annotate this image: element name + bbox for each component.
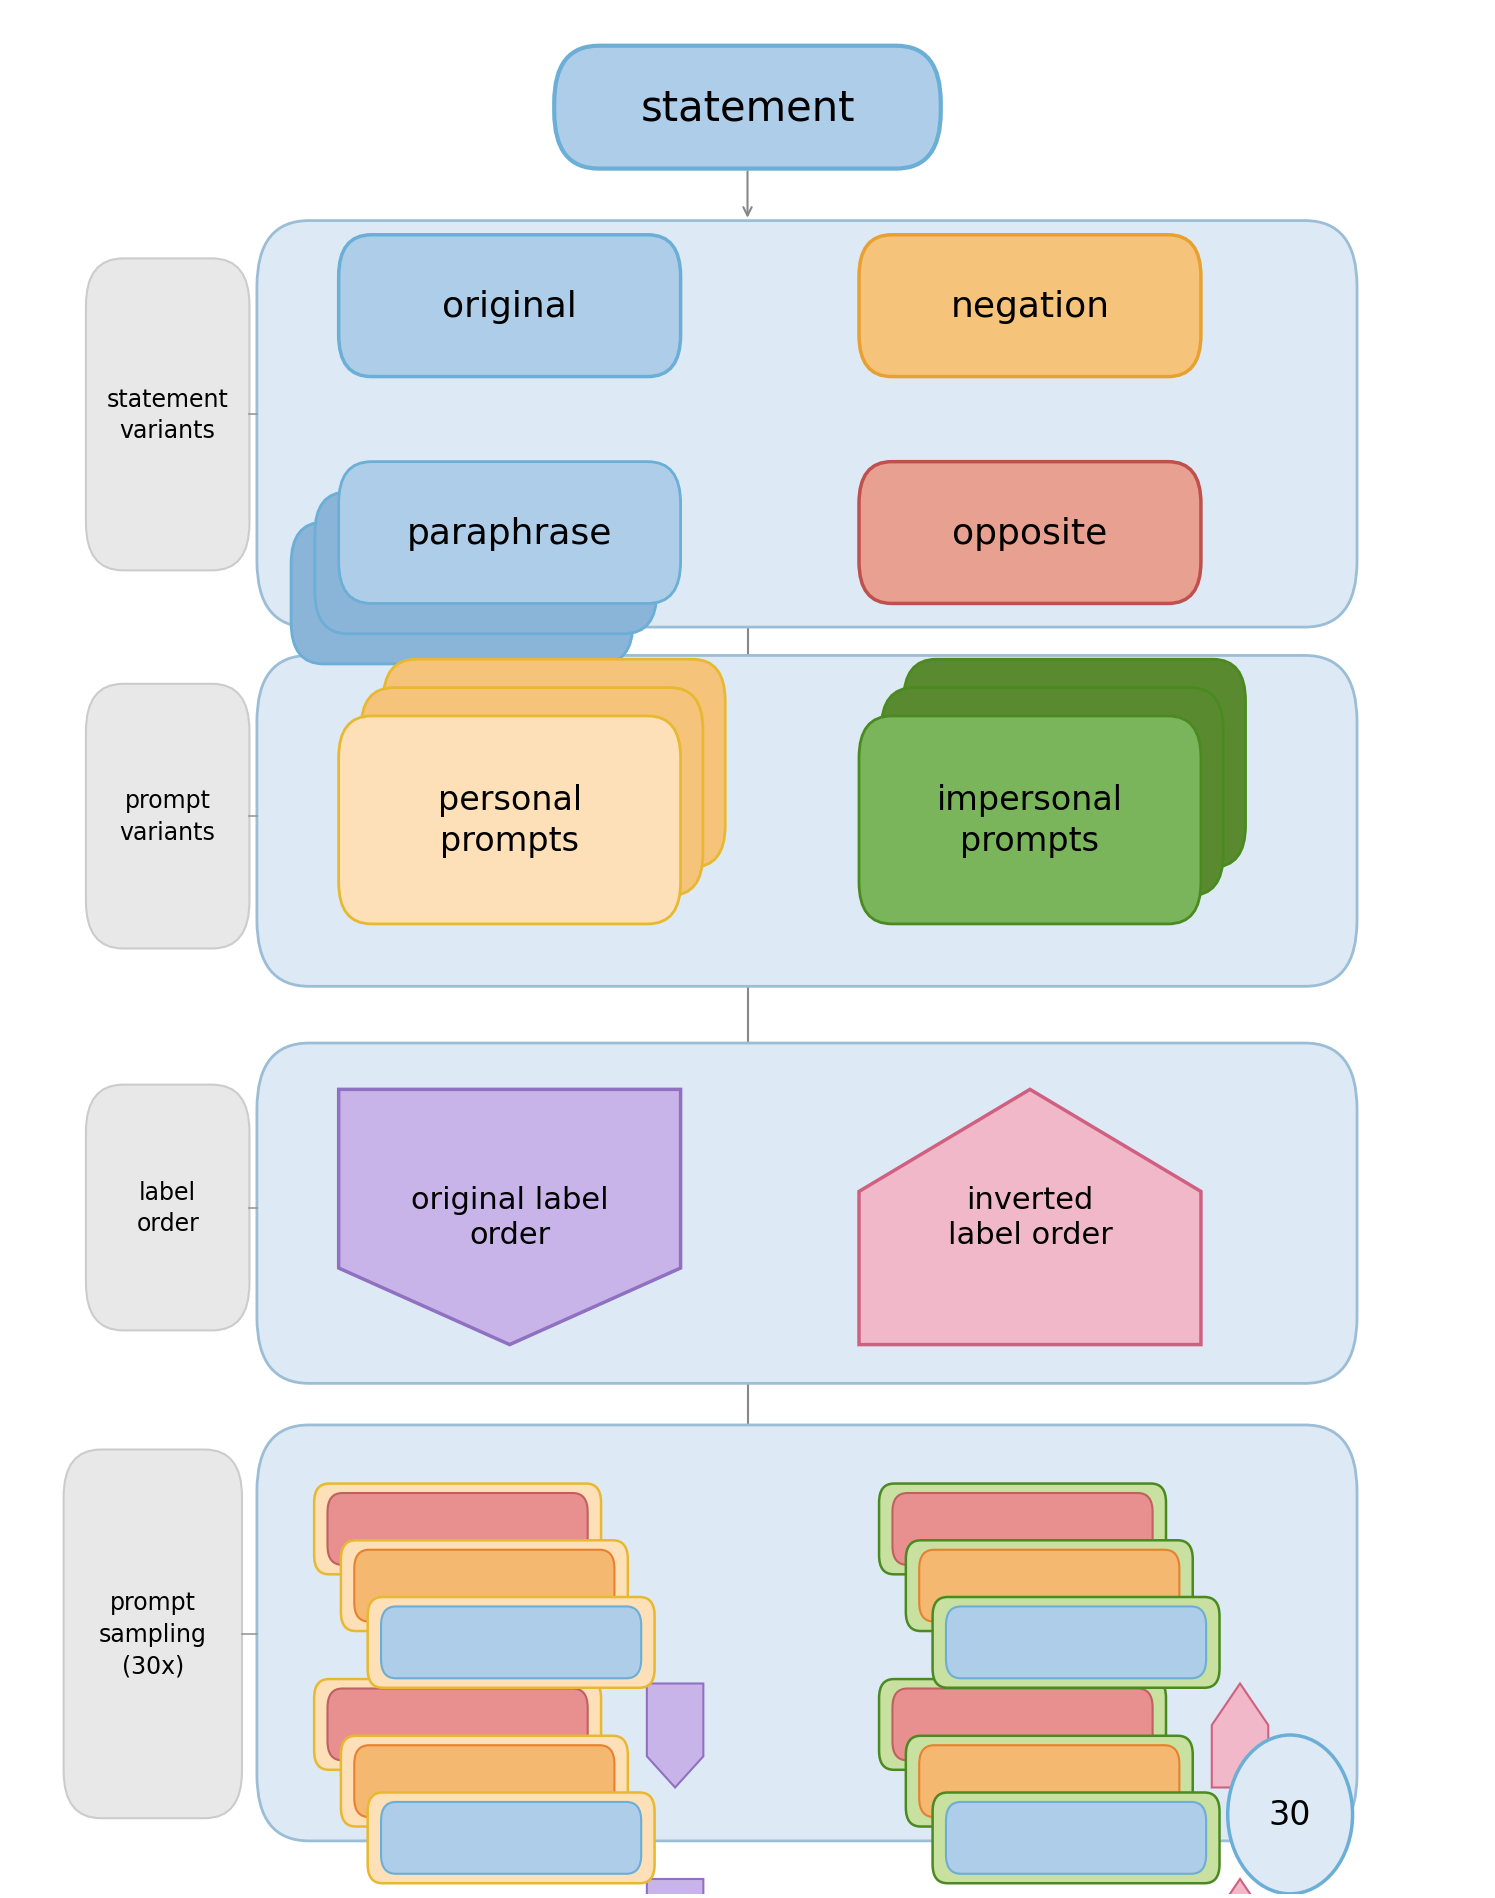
Text: statement
variants: statement variants — [106, 387, 229, 442]
FancyBboxPatch shape — [314, 1484, 601, 1575]
FancyBboxPatch shape — [257, 657, 1357, 987]
FancyBboxPatch shape — [946, 1606, 1206, 1678]
FancyBboxPatch shape — [860, 463, 1200, 604]
FancyBboxPatch shape — [315, 493, 656, 634]
Text: prompt
variants: prompt variants — [120, 790, 215, 845]
Text: label
order: label order — [136, 1181, 199, 1236]
Polygon shape — [647, 1879, 703, 1898]
FancyBboxPatch shape — [85, 1086, 250, 1330]
FancyBboxPatch shape — [906, 1737, 1193, 1826]
Text: original: original — [443, 290, 577, 323]
FancyBboxPatch shape — [906, 1541, 1193, 1630]
Text: personal
prompts: personal prompts — [438, 784, 582, 858]
FancyBboxPatch shape — [368, 1596, 655, 1687]
FancyBboxPatch shape — [881, 689, 1223, 896]
FancyBboxPatch shape — [354, 1746, 614, 1816]
FancyBboxPatch shape — [860, 717, 1200, 924]
FancyBboxPatch shape — [893, 1689, 1153, 1761]
Text: opposite: opposite — [952, 516, 1108, 550]
FancyBboxPatch shape — [327, 1494, 588, 1566]
FancyBboxPatch shape — [64, 1450, 242, 1818]
Text: negation: negation — [951, 290, 1109, 323]
FancyBboxPatch shape — [257, 1425, 1357, 1841]
Polygon shape — [339, 1089, 680, 1346]
FancyBboxPatch shape — [257, 1044, 1357, 1384]
Text: impersonal
prompts: impersonal prompts — [937, 784, 1123, 858]
FancyBboxPatch shape — [879, 1484, 1166, 1575]
FancyBboxPatch shape — [354, 1551, 614, 1621]
FancyBboxPatch shape — [383, 661, 725, 867]
FancyBboxPatch shape — [292, 522, 632, 664]
Text: statement: statement — [640, 87, 855, 129]
FancyBboxPatch shape — [368, 1792, 655, 1883]
Circle shape — [1227, 1735, 1353, 1894]
FancyBboxPatch shape — [327, 1689, 588, 1761]
FancyBboxPatch shape — [381, 1801, 641, 1873]
Polygon shape — [860, 1089, 1200, 1346]
FancyBboxPatch shape — [946, 1801, 1206, 1873]
FancyBboxPatch shape — [85, 685, 250, 949]
FancyBboxPatch shape — [339, 717, 680, 924]
Polygon shape — [647, 1684, 703, 1788]
FancyBboxPatch shape — [339, 235, 680, 378]
Text: original label
order: original label order — [411, 1184, 608, 1249]
FancyBboxPatch shape — [257, 222, 1357, 628]
FancyBboxPatch shape — [919, 1551, 1180, 1621]
FancyBboxPatch shape — [933, 1596, 1220, 1687]
FancyBboxPatch shape — [314, 1680, 601, 1769]
Polygon shape — [1212, 1879, 1268, 1898]
Polygon shape — [1212, 1684, 1268, 1788]
Text: inverted
label order: inverted label order — [948, 1184, 1112, 1249]
Text: 30: 30 — [1269, 1797, 1311, 1832]
FancyBboxPatch shape — [860, 235, 1200, 378]
FancyBboxPatch shape — [879, 1680, 1166, 1769]
Text: paraphrase: paraphrase — [407, 516, 613, 550]
FancyBboxPatch shape — [381, 1606, 641, 1678]
Text: prompt
sampling
(30x): prompt sampling (30x) — [99, 1591, 206, 1678]
FancyBboxPatch shape — [360, 689, 703, 896]
FancyBboxPatch shape — [339, 463, 680, 604]
FancyBboxPatch shape — [341, 1541, 628, 1630]
FancyBboxPatch shape — [555, 47, 940, 169]
FancyBboxPatch shape — [933, 1792, 1220, 1883]
FancyBboxPatch shape — [903, 661, 1245, 867]
FancyBboxPatch shape — [919, 1746, 1180, 1816]
FancyBboxPatch shape — [893, 1494, 1153, 1566]
FancyBboxPatch shape — [341, 1737, 628, 1826]
FancyBboxPatch shape — [85, 260, 250, 571]
